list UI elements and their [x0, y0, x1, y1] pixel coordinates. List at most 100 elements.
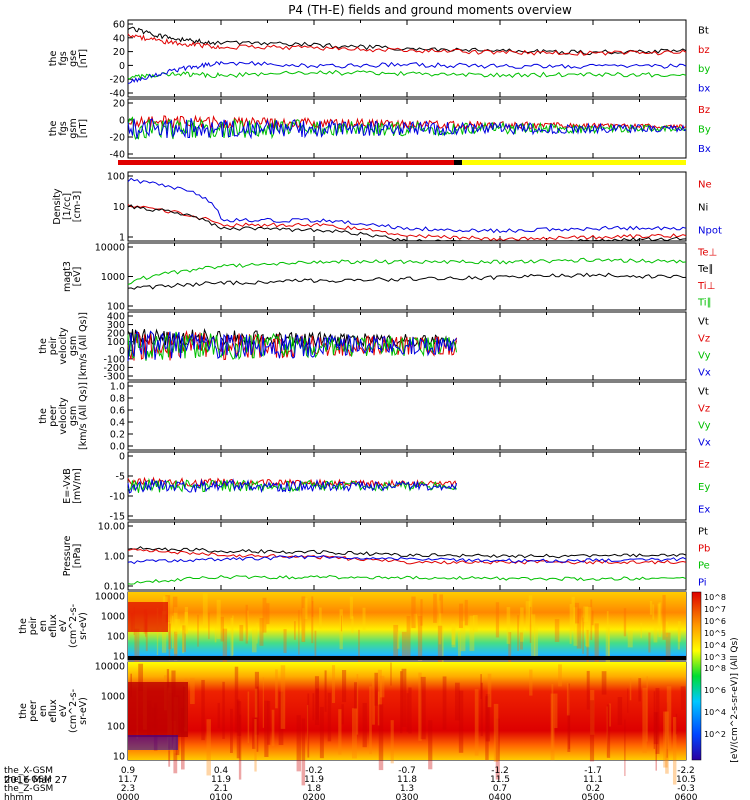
peer_eflux-streak: [474, 689, 479, 756]
time-axis-value: 0000: [117, 793, 140, 800]
peir_eflux-streak: [301, 596, 306, 643]
peir_eflux-streak: [627, 630, 633, 648]
legend-Vz: Vz: [698, 334, 710, 345]
peir_eflux-streak: [469, 615, 475, 651]
legend-Te⊥: Te⊥: [697, 247, 717, 258]
peir_eflux-streak: [311, 600, 314, 617]
legend-Ti⊥: Ti⊥: [697, 281, 715, 292]
noise-trace-blue: [127, 330, 457, 362]
peir_eflux-streak: [571, 596, 575, 631]
legend-bx: bx: [698, 83, 710, 94]
peer_eflux-streak: [190, 677, 195, 705]
peer_eflux-streak: [230, 708, 233, 753]
ytick-label: 10000: [95, 243, 125, 254]
ylabel-line: fgs: [58, 51, 69, 65]
peir_eflux-streak: [393, 624, 399, 656]
peer-lowspot: [128, 735, 178, 750]
ylabel-line: [cm-3]: [72, 191, 83, 222]
legend-Vt: Vt: [698, 317, 709, 328]
peir_eflux-streak: [406, 616, 411, 660]
ylabel-line: (cm^2-s-: [68, 604, 79, 648]
peir_eflux-streak: [184, 611, 188, 634]
peir_eflux-streak: [245, 604, 248, 644]
peer_eflux-streak: [264, 700, 269, 757]
peer_eflux-streak: [341, 670, 347, 703]
time-axis-value: 0400: [489, 793, 512, 800]
peir_eflux-streak: [495, 602, 500, 638]
peer_eflux-streak: [315, 688, 319, 720]
legend-Pi: Pi: [698, 578, 707, 589]
colorbar-tick-top: 10^7: [704, 605, 726, 614]
ytick-label: 100: [107, 302, 125, 313]
peir_eflux-streak: [172, 596, 178, 613]
time-axis-value: 11.9: [211, 775, 231, 785]
legend-By: By: [698, 125, 711, 136]
peir_eflux-streak: [230, 617, 233, 657]
peir_eflux-streak: [417, 615, 423, 661]
peir_eflux-streak: [525, 601, 531, 631]
time-axis-value: 0.4: [214, 766, 229, 776]
peer_eflux-streak: [586, 670, 590, 710]
peir_eflux-streak: [208, 612, 210, 640]
peer_eflux-streak: [201, 679, 205, 741]
peir_eflux-streak: [174, 631, 178, 661]
ytick-label: 1000: [101, 612, 125, 623]
legend-Bt: Bt: [698, 26, 709, 37]
peer_eflux-streak: [653, 712, 659, 745]
peer_eflux-streak: [356, 673, 359, 735]
ylabel-line: the: [18, 618, 29, 634]
peir_eflux-streak: [220, 616, 225, 642]
peer_eflux-streak: [138, 663, 144, 692]
peir_eflux-streak: [397, 631, 400, 649]
ylabel-line: peir: [48, 337, 59, 356]
colorbar: 10^8 10^7 10^6 10^5 10^4 10^3 10^8 10^6 10^4 10^2…: [691, 591, 740, 763]
peir_eflux-streak: [362, 607, 366, 630]
peer_eflux-streak: [369, 686, 372, 755]
peer_eflux-streak: [442, 676, 447, 730]
peer_eflux-streak: [663, 711, 668, 768]
ytick-label: -40: [109, 89, 125, 100]
peir_eflux-streak: [583, 606, 589, 622]
peer_eflux-streak: [390, 720, 394, 764]
peer_eflux-streak: [617, 697, 623, 725]
ylabel-line: E=-VxB: [62, 468, 73, 503]
legend-Bx: Bx: [698, 144, 711, 155]
peir_eflux-streak: [648, 632, 651, 653]
peir-hotspot: [128, 602, 168, 632]
peer_eflux-streak: [252, 717, 256, 749]
series-line-Ni: [127, 204, 687, 242]
ylabel-line: Density: [52, 188, 63, 224]
peir_eflux-streak: [662, 594, 666, 640]
ylabel-line: [eV]: [72, 267, 83, 287]
peer_eflux-streak: [327, 692, 332, 742]
panel-temp: 10000 1000 100 magt3 [eV] Te⊥ Te∥ Ti⊥ Ti∥: [62, 242, 717, 313]
time-axis-value: 11.5: [490, 775, 510, 785]
peir_eflux-streak: [439, 594, 444, 614]
peir_eflux-streak: [591, 610, 594, 626]
peir_eflux-streak: [197, 614, 199, 647]
ytick-label: 0: [119, 346, 125, 357]
time-axis-value: 0100: [210, 793, 233, 800]
peir_eflux-streak: [175, 619, 180, 635]
ytick-label: 10.00: [98, 522, 125, 533]
peer_eflux-streak: [351, 708, 357, 759]
series-line-bx: [127, 60, 687, 84]
peer_eflux-spectrogram: [128, 662, 686, 760]
ytick-label: -300: [103, 372, 125, 383]
peer_eflux-streak: [254, 719, 257, 772]
peir_eflux-streak: [311, 596, 314, 644]
peer_eflux-streak: [267, 700, 271, 745]
series-line-Pt: [127, 546, 687, 559]
ytick-label: 1.0: [110, 382, 125, 393]
peer_eflux-streak: [301, 718, 306, 786]
peir_eflux-streak: [298, 610, 300, 655]
peir_eflux-streak: [358, 629, 360, 671]
time-axis-value: 0.7: [493, 784, 507, 794]
peir_eflux-streak: [171, 615, 174, 649]
legend-Pt: Pt: [698, 527, 708, 538]
ytick-label: 0.4: [110, 418, 125, 429]
panel-frame: [127, 242, 687, 311]
time-axis-value: 0.2: [586, 784, 600, 794]
ytick-label: -5: [116, 472, 125, 483]
